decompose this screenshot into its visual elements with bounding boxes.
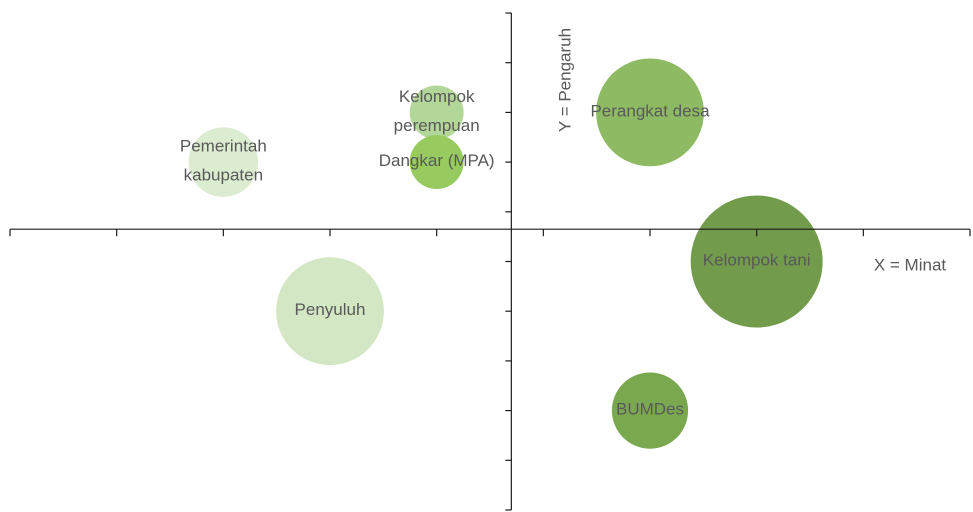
x-axis-title: X = Minat xyxy=(874,255,947,274)
data-label: Kelompok perempuan xyxy=(394,87,480,135)
bubble xyxy=(188,127,259,197)
bubbles xyxy=(188,58,823,449)
data-label: Kelompok tani xyxy=(703,251,811,270)
data-label: Dangkar (MPA) xyxy=(379,152,495,171)
bubble xyxy=(409,135,464,190)
data-label: BUMDes xyxy=(616,400,684,419)
bubble xyxy=(276,257,384,366)
bubble xyxy=(596,58,704,167)
bubble xyxy=(690,195,823,328)
bubble xyxy=(409,85,464,140)
y-axis-title: Y = Pengaruh xyxy=(555,28,574,132)
data-label: Perangkat desa xyxy=(590,102,710,121)
data-label: Penyuluh xyxy=(295,301,366,320)
bubble xyxy=(611,372,689,449)
data-label: Pemerintah kabupaten xyxy=(180,137,267,185)
